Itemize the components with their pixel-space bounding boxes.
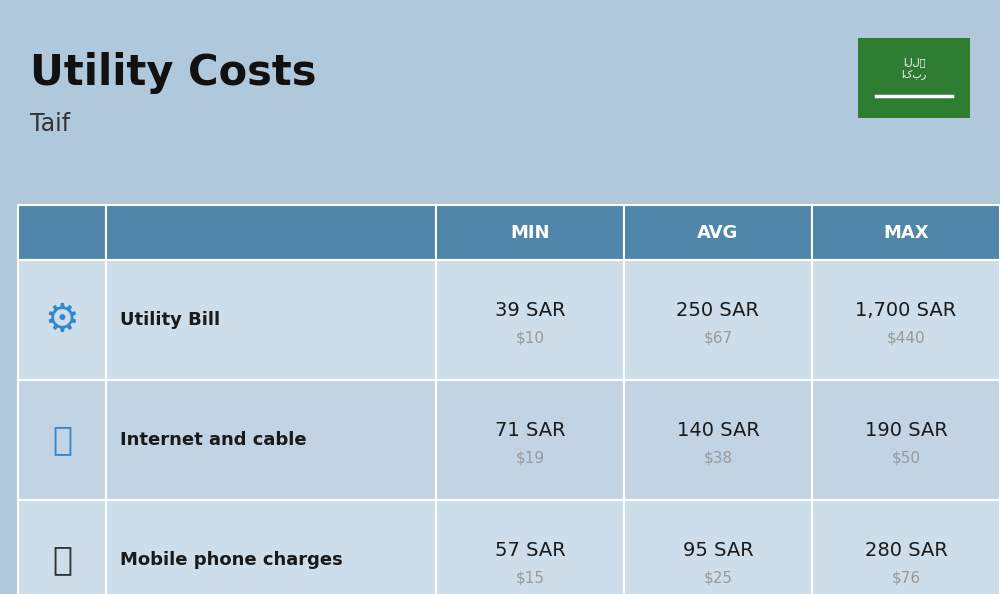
Text: $25: $25 [704, 570, 732, 586]
Bar [624, 380, 812, 500]
Bar [18, 260, 106, 380]
Text: 39 SAR: 39 SAR [495, 301, 565, 320]
Bar [858, 38, 970, 118]
Text: AVG: AVG [697, 223, 739, 242]
Bar [18, 500, 106, 594]
Bar [106, 380, 436, 500]
Text: $15: $15 [516, 570, 544, 586]
Text: 📡: 📡 [52, 424, 72, 457]
Text: $440: $440 [887, 330, 925, 346]
Bar [812, 380, 1000, 500]
Bar [106, 500, 436, 594]
Bar [436, 500, 624, 594]
Bar [436, 380, 624, 500]
Text: $10: $10 [516, 330, 544, 346]
Text: 1,700 SAR: 1,700 SAR [855, 301, 957, 320]
Text: $19: $19 [515, 450, 545, 466]
Text: اللہ
اکبر: اللہ اکبر [901, 58, 927, 79]
Text: Internet and cable: Internet and cable [120, 431, 307, 449]
Bar [624, 260, 812, 380]
Bar [624, 205, 812, 260]
Text: Utility Bill: Utility Bill [120, 311, 220, 329]
Text: Utility Costs: Utility Costs [30, 52, 316, 94]
Bar [624, 500, 812, 594]
Text: Taif: Taif [30, 112, 70, 136]
Bar [18, 205, 106, 260]
Bar [812, 260, 1000, 380]
Text: 280 SAR: 280 SAR [865, 541, 947, 560]
Text: 140 SAR: 140 SAR [677, 421, 759, 440]
Text: 71 SAR: 71 SAR [495, 421, 565, 440]
Bar [106, 260, 436, 380]
Bar [436, 260, 624, 380]
Text: MAX: MAX [883, 223, 929, 242]
Text: 190 SAR: 190 SAR [865, 421, 947, 440]
Text: $38: $38 [703, 450, 733, 466]
Text: 57 SAR: 57 SAR [495, 541, 565, 560]
Text: 250 SAR: 250 SAR [676, 301, 760, 320]
Text: $50: $50 [892, 450, 920, 466]
Bar [812, 500, 1000, 594]
Bar [18, 380, 106, 500]
Text: $76: $76 [891, 570, 921, 586]
Text: $67: $67 [703, 330, 733, 346]
Text: Mobile phone charges: Mobile phone charges [120, 551, 343, 569]
Bar [812, 205, 1000, 260]
Text: 📱: 📱 [52, 544, 72, 577]
Text: MIN: MIN [510, 223, 550, 242]
Text: 95 SAR: 95 SAR [683, 541, 753, 560]
Bar [436, 205, 624, 260]
Bar [106, 205, 436, 260]
Text: ⚙: ⚙ [45, 301, 79, 339]
